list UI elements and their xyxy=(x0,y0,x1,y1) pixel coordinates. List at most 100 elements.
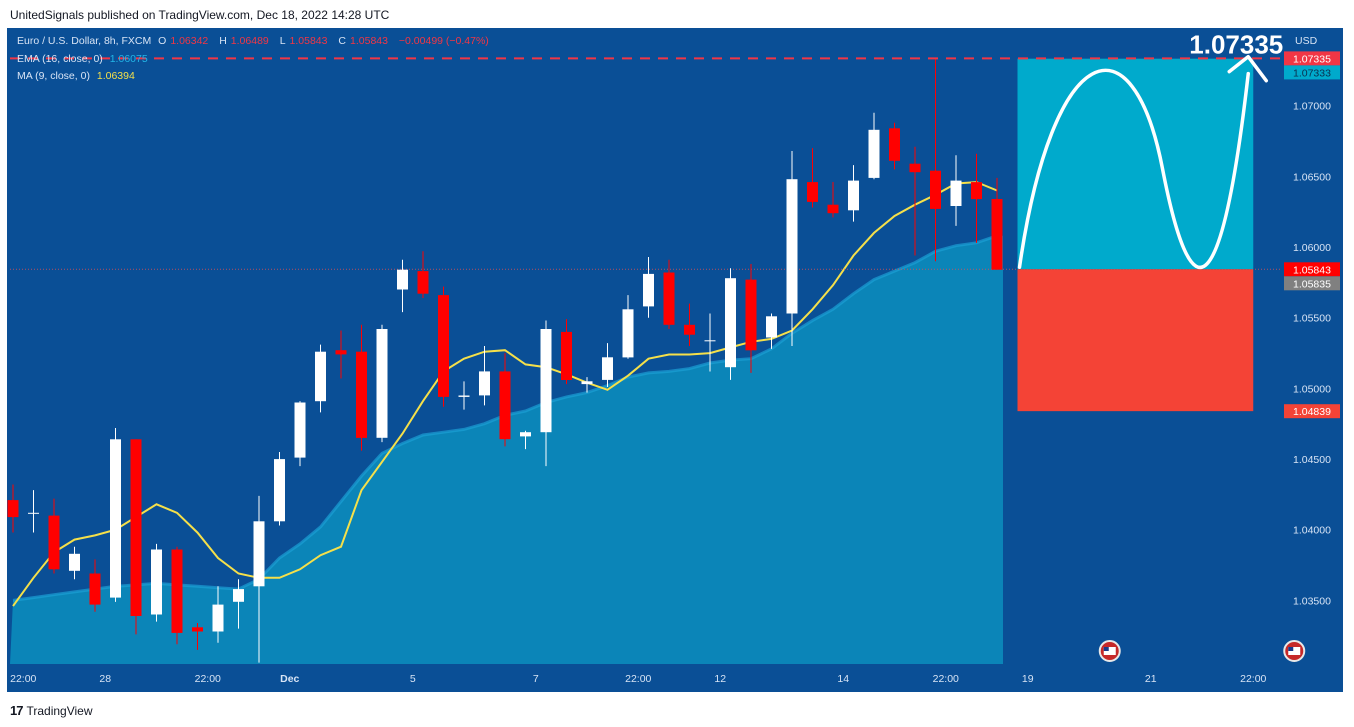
candle-body xyxy=(48,515,60,570)
candle-body xyxy=(766,316,777,338)
price-label-text: 1.04839 xyxy=(1293,406,1331,418)
x-axis-tick-label: 22:00 xyxy=(195,673,221,685)
target-annotation: 1.07335 xyxy=(1189,30,1283,60)
y-axis-tick-label: 1.06500 xyxy=(1293,171,1331,183)
economic-event-flag-stripes xyxy=(1288,647,1301,655)
candle-body xyxy=(971,182,982,200)
x-axis-tick-label: 22:00 xyxy=(933,673,959,685)
candle-body xyxy=(520,432,531,437)
candle-body xyxy=(458,395,470,397)
x-axis-tick-label: 5 xyxy=(410,673,416,685)
x-axis-tick-label: 12 xyxy=(714,673,726,685)
candle-body xyxy=(110,439,121,598)
candle-body xyxy=(622,309,634,358)
candle-body xyxy=(704,340,716,342)
candle-body xyxy=(253,521,265,587)
candle-body xyxy=(335,350,347,355)
legend-ma: MA (9, close, 0) 1.06394 xyxy=(17,70,139,82)
candle-body xyxy=(294,402,306,458)
candle-body xyxy=(827,204,839,214)
y-axis-tick-label: 1.04500 xyxy=(1293,454,1331,466)
legend-ema-value: 1.06075 xyxy=(109,53,148,65)
candle-body xyxy=(7,500,19,518)
price-label-tag xyxy=(1284,51,1340,66)
price-label-text: 1.07333 xyxy=(1293,67,1331,79)
candle-body xyxy=(684,324,695,335)
candle-body xyxy=(479,371,490,396)
price-label-text: 1.07335 xyxy=(1293,53,1331,65)
price-label-tag xyxy=(1284,404,1340,419)
x-axis-tick-label: Dec xyxy=(280,673,299,685)
candle-body xyxy=(28,512,39,514)
price-label-text: 1.05843 xyxy=(1293,264,1331,276)
candle-body xyxy=(745,279,757,351)
x-axis-tick-label: 22:00 xyxy=(1240,673,1266,685)
y-axis-tick-label: 1.05000 xyxy=(1293,383,1331,395)
legend-ema-label: EMA (16, close, 0) xyxy=(17,53,103,65)
candle-body xyxy=(233,589,244,602)
x-axis-tick-label: 7 xyxy=(533,673,539,685)
projection-arrowhead xyxy=(1227,54,1268,83)
candle-body xyxy=(991,199,1003,270)
price-label-text: 1.05835 xyxy=(1293,278,1331,290)
legend-low: L 1.05843 xyxy=(279,35,328,47)
x-axis-tick-label: 14 xyxy=(837,673,849,685)
candle-body xyxy=(868,129,880,178)
y-axis-tick-label: 1.06000 xyxy=(1293,242,1331,254)
x-axis-tick-label: 21 xyxy=(1145,673,1157,685)
candle-body xyxy=(581,381,593,385)
tradingview-logo[interactable]: 17 TradingView xyxy=(10,703,93,718)
tradingview-logo-icon: 17 xyxy=(10,703,24,718)
stop-zone xyxy=(1017,269,1254,412)
ema-area xyxy=(10,235,1003,665)
candle-body xyxy=(643,273,654,307)
legend-ma-value: 1.06394 xyxy=(96,70,135,82)
y-axis-tick-label: 1.04000 xyxy=(1293,525,1331,537)
candle-body xyxy=(438,295,449,397)
candle-body xyxy=(807,182,818,202)
candle-body xyxy=(192,627,203,632)
x-axis-tick-label: 22:00 xyxy=(625,673,651,685)
candle-body xyxy=(151,549,162,615)
candle-body xyxy=(89,573,101,605)
candle-body xyxy=(848,180,859,211)
candle-body xyxy=(786,179,798,314)
candle-body xyxy=(930,170,941,209)
candle-body xyxy=(561,331,572,380)
candle-body xyxy=(69,553,80,571)
x-axis-tick-label: 19 xyxy=(1022,673,1034,685)
economic-event-flag-stripes xyxy=(1103,647,1116,655)
legend-high: H 1.06489 xyxy=(219,35,269,47)
economic-event-flag-canton xyxy=(1288,647,1294,651)
chart-canvas[interactable]: 1.07335 USD 1.03500 1.04000 1.04500 1.05000 1.… xyxy=(0,0,1354,694)
legend-open: O 1.06342 xyxy=(158,35,209,47)
x-axis-tick-label: 22:00 xyxy=(10,673,36,685)
footer-bar xyxy=(0,694,1354,727)
publish-line: UnitedSignals published on TradingView.c… xyxy=(10,8,390,22)
candle-body xyxy=(171,549,183,633)
candle-body xyxy=(130,439,142,616)
candle-body xyxy=(950,180,962,206)
candle-body xyxy=(889,128,900,161)
legend-ma-label: MA (9, close, 0) xyxy=(17,70,90,82)
candle-body xyxy=(909,163,921,173)
legend-change: −0.00499 (−0.47%) xyxy=(398,35,489,47)
candle-body xyxy=(315,351,326,402)
candle-body xyxy=(274,459,285,522)
candle-body xyxy=(397,269,408,290)
ma-line xyxy=(12,181,998,607)
tradingview-logo-text: TradingView xyxy=(26,703,93,718)
projection-curve xyxy=(1017,68,1250,270)
price-label-tag xyxy=(1284,276,1340,291)
legend-ema: EMA (16, close, 0) 1.06075 xyxy=(17,53,152,65)
legend-symbol: Euro / U.S. Dollar, 8h, FXCM xyxy=(17,35,152,47)
candle-body xyxy=(663,272,675,325)
candle-body xyxy=(602,357,613,380)
legend-close: C 1.05843 xyxy=(338,35,388,47)
candle-body xyxy=(356,351,367,438)
y-axis-currency: USD xyxy=(1295,35,1318,47)
candle-body xyxy=(376,329,388,438)
y-axis-tick-label: 1.05500 xyxy=(1293,313,1331,325)
candle-body xyxy=(212,604,224,632)
